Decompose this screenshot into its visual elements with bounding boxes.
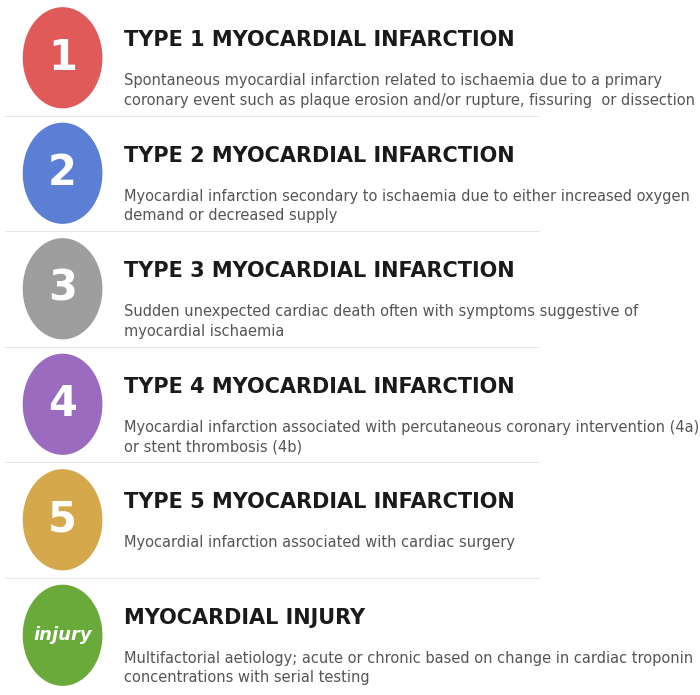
Text: 3: 3 <box>48 268 77 310</box>
Circle shape <box>23 8 102 108</box>
Text: TYPE 5 MYOCARDIAL INFARCTION: TYPE 5 MYOCARDIAL INFARCTION <box>123 493 514 512</box>
Text: TYPE 2 MYOCARDIAL INFARCTION: TYPE 2 MYOCARDIAL INFARCTION <box>123 146 514 166</box>
Text: 1: 1 <box>48 37 77 79</box>
Text: 5: 5 <box>48 499 77 541</box>
Text: TYPE 4 MYOCARDIAL INFARCTION: TYPE 4 MYOCARDIAL INFARCTION <box>123 377 514 397</box>
Text: 4: 4 <box>48 383 77 425</box>
Text: 2: 2 <box>48 152 77 195</box>
Text: injury: injury <box>34 626 92 644</box>
Text: TYPE 1 MYOCARDIAL INFARCTION: TYPE 1 MYOCARDIAL INFARCTION <box>123 31 514 51</box>
Text: Myocardial infarction associated with percutaneous coronary intervention (4a)
or: Myocardial infarction associated with pe… <box>123 420 699 455</box>
Text: Multifactorial aetiology; acute or chronic based on change in cardiac troponin
c: Multifactorial aetiology; acute or chron… <box>123 651 692 685</box>
Text: Myocardial infarction secondary to ischaemia due to either increased oxygen
dema: Myocardial infarction secondary to ischa… <box>123 188 690 223</box>
Text: Spontaneous myocardial infarction related to ischaemia due to a primary
coronary: Spontaneous myocardial infarction relate… <box>123 73 694 108</box>
Circle shape <box>23 354 102 454</box>
Circle shape <box>23 585 102 685</box>
Circle shape <box>23 239 102 338</box>
Text: Sudden unexpected cardiac death often with symptoms suggestive of
myocardial isc: Sudden unexpected cardiac death often wi… <box>123 304 638 338</box>
Circle shape <box>23 470 102 570</box>
Text: Myocardial infarction associated with cardiac surgery: Myocardial infarction associated with ca… <box>123 535 514 550</box>
Circle shape <box>23 123 102 223</box>
Text: MYOCARDIAL INJURY: MYOCARDIAL INJURY <box>123 608 365 628</box>
Text: TYPE 3 MYOCARDIAL INFARCTION: TYPE 3 MYOCARDIAL INFARCTION <box>123 261 514 281</box>
